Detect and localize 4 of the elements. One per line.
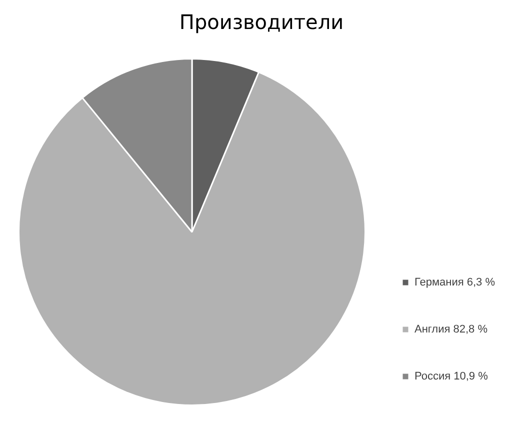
legend-label: Германия 6,3 % [414,276,496,289]
legend-label: Россия 10,9 % [414,370,488,383]
legend-label: Англия 82,8 % [414,324,488,336]
chart-title: Производители [179,10,344,34]
